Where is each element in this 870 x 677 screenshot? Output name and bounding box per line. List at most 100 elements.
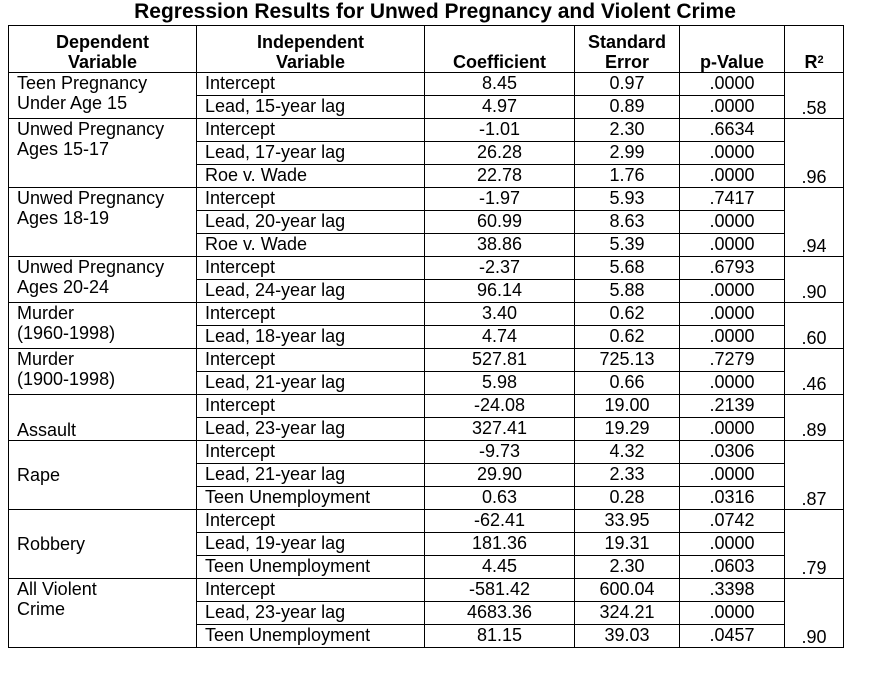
coefficient-cell: 29.90 — [424, 463, 575, 487]
table-row: Unwed Pregnancy Ages 18-19 Intercept -1.97 5… — [8, 187, 844, 257]
table-row: Teen Pregnancy Under Age 15 Intercept 8.45 0… — [8, 72, 844, 119]
standard-error-cell: 19.00 — [574, 394, 680, 418]
p-value-cell: .7279 — [679, 348, 785, 372]
coefficient-cell: 327.41 — [424, 417, 575, 441]
dependent-variable-line: Teen Pregnancy — [17, 73, 148, 94]
dependent-variable-line: Robbery — [17, 534, 86, 554]
coefficient-cell: 26.28 — [424, 141, 575, 165]
independent-variable-cell: Roe v. Wade — [196, 233, 425, 257]
p-value-cell: .0000 — [679, 371, 785, 395]
p-value-cell: .0000 — [679, 601, 785, 625]
independent-variable-cell: Intercept — [196, 187, 425, 211]
coefficient-cell: 4.97 — [424, 95, 575, 119]
p-value-cell: .0000 — [679, 141, 785, 165]
independent-variable-cell: Intercept — [196, 118, 425, 142]
coefficient-cell: 3.40 — [424, 302, 575, 326]
coefficient-cell: -62.41 — [424, 509, 575, 533]
standard-error-cell: 2.99 — [574, 141, 680, 165]
standard-error-cell: 39.03 — [574, 624, 680, 648]
coefficient-cell: 4683.36 — [424, 601, 575, 625]
table-row: Lead, 21-year lag 5.98 0.66.0000 — [9, 371, 844, 395]
p-value-cell: .0000 — [679, 72, 785, 96]
standard-error-cell: 725.13 — [574, 348, 680, 372]
p-value-cell: .0603 — [679, 555, 785, 579]
dependent-variable-cell: Unwed Pregnancy Ages 18-19 — [8, 187, 197, 257]
independent-variable-cell: Teen Unemployment — [196, 624, 425, 648]
standard-error-cell: 0.97 — [574, 72, 680, 96]
standard-error-cell: 600.04 — [574, 578, 680, 602]
independent-variable-cell: Intercept — [196, 440, 425, 464]
standard-error-cell: 0.62 — [574, 302, 680, 326]
p-value-cell: .0000 — [679, 164, 785, 188]
r-squared-cell: .46 — [784, 348, 844, 395]
dependent-variable-cell: Murder (1960-1998) — [8, 302, 197, 349]
standard-error-cell: 0.28 — [574, 486, 680, 510]
p-value-cell: .0306 — [679, 440, 785, 464]
independent-variable-cell: Teen Unemployment — [196, 555, 425, 579]
regression-table: Dependent Variable Independent Variable … — [8, 25, 844, 648]
standard-error-cell: 1.76 — [574, 164, 680, 188]
header-r2-sup: 2 — [817, 54, 824, 66]
dependent-variable-line: (1900-1998) — [17, 369, 116, 389]
r-squared-cell: .89 — [784, 394, 844, 441]
independent-variable-cell: Intercept — [196, 578, 425, 602]
independent-variable-cell: Intercept — [196, 256, 425, 280]
dependent-variable-cell: Unwed Pregnancy Ages 15-17 — [8, 118, 197, 188]
standard-error-cell: 0.62 — [574, 325, 680, 349]
header-coefficient: Coefficient — [424, 25, 575, 73]
standard-error-cell: 2.30 — [574, 118, 680, 142]
p-value-cell: .0000 — [679, 463, 785, 487]
dependent-variable-line: Ages 15-17 — [17, 139, 110, 159]
dependent-variable-line: Unwed Pregnancy — [17, 257, 165, 278]
standard-error-cell: 0.89 — [574, 95, 680, 119]
dependent-variable-cell: Teen Pregnancy Under Age 15 — [8, 72, 197, 119]
dependent-variable-line: Ages 18-19 — [17, 208, 110, 228]
standard-error-cell: 19.31 — [574, 532, 680, 556]
table-row: Teen Unemployment 81.15 39.03.0457 — [9, 624, 844, 648]
independent-variable-cell: Intercept — [196, 302, 425, 326]
coefficient-cell: 60.99 — [424, 210, 575, 234]
dependent-variable-line: Rape — [17, 465, 61, 485]
header-standard-error: Standard Error — [574, 25, 680, 73]
dependent-variable-line: Murder — [17, 349, 75, 370]
standard-error-cell: 33.95 — [574, 509, 680, 533]
coefficient-cell: 38.86 — [424, 233, 575, 257]
dependent-variable-cell: All Violent Crime — [8, 578, 197, 648]
standard-error-cell: 5.68 — [574, 256, 680, 280]
header-independent-variable: Independent Variable — [196, 25, 425, 73]
coefficient-cell: 22.78 — [424, 164, 575, 188]
table-row: All Violent Crime Intercept -581.42 600.04.3… — [8, 578, 844, 648]
independent-variable-cell: Intercept — [196, 394, 425, 418]
header-std-error-line2: Error — [604, 52, 649, 72]
coefficient-cell: -581.42 — [424, 578, 575, 602]
standard-error-cell: 0.66 — [574, 371, 680, 395]
r-squared-cell: .58 — [784, 72, 844, 119]
table-row: Rape Intercept -9.73 4.32.0306.87 — [8, 440, 844, 510]
p-value-cell: .0000 — [679, 233, 785, 257]
independent-variable-cell: Intercept — [196, 509, 425, 533]
independent-variable-cell: Roe v. Wade — [196, 164, 425, 188]
dependent-variable-line: Crime — [17, 599, 65, 619]
table-body: Teen Pregnancy Under Age 15 Intercept 8.45 0… — [8, 72, 844, 648]
dependent-variable-line: Unwed Pregnancy — [17, 188, 165, 209]
table-row: Roe v. Wade 38.86 5.39.0000 — [9, 233, 844, 257]
independent-variable-cell: Lead, 20-year lag — [196, 210, 425, 234]
dependent-variable-line: Unwed Pregnancy — [17, 119, 165, 140]
header-p-value: p-Value — [679, 25, 785, 73]
coefficient-cell: -9.73 — [424, 440, 575, 464]
coefficient-cell: -1.97 — [424, 187, 575, 211]
independent-variable-cell: Lead, 23-year lag — [196, 417, 425, 441]
independent-variable-cell: Lead, 24-year lag — [196, 279, 425, 303]
independent-variable-cell: Lead, 23-year lag — [196, 601, 425, 625]
table-row: Unwed Pregnancy Ages 15-17 Intercept -1.01 2… — [8, 118, 844, 188]
coefficient-cell: 8.45 — [424, 72, 575, 96]
table-row: Lead, 24-year lag 96.14 5.88.0000 — [9, 279, 844, 303]
table-row: Assault Intercept -24.08 19.00.2139.89 — [8, 394, 844, 441]
standard-error-cell: 5.39 — [574, 233, 680, 257]
p-value-cell: .3398 — [679, 578, 785, 602]
header-dependent-line1: Dependent — [55, 32, 149, 52]
p-value-cell: .0742 — [679, 509, 785, 533]
independent-variable-cell: Lead, 21-year lag — [196, 463, 425, 487]
independent-variable-cell: Intercept — [196, 72, 425, 96]
p-value-cell: .0000 — [679, 532, 785, 556]
